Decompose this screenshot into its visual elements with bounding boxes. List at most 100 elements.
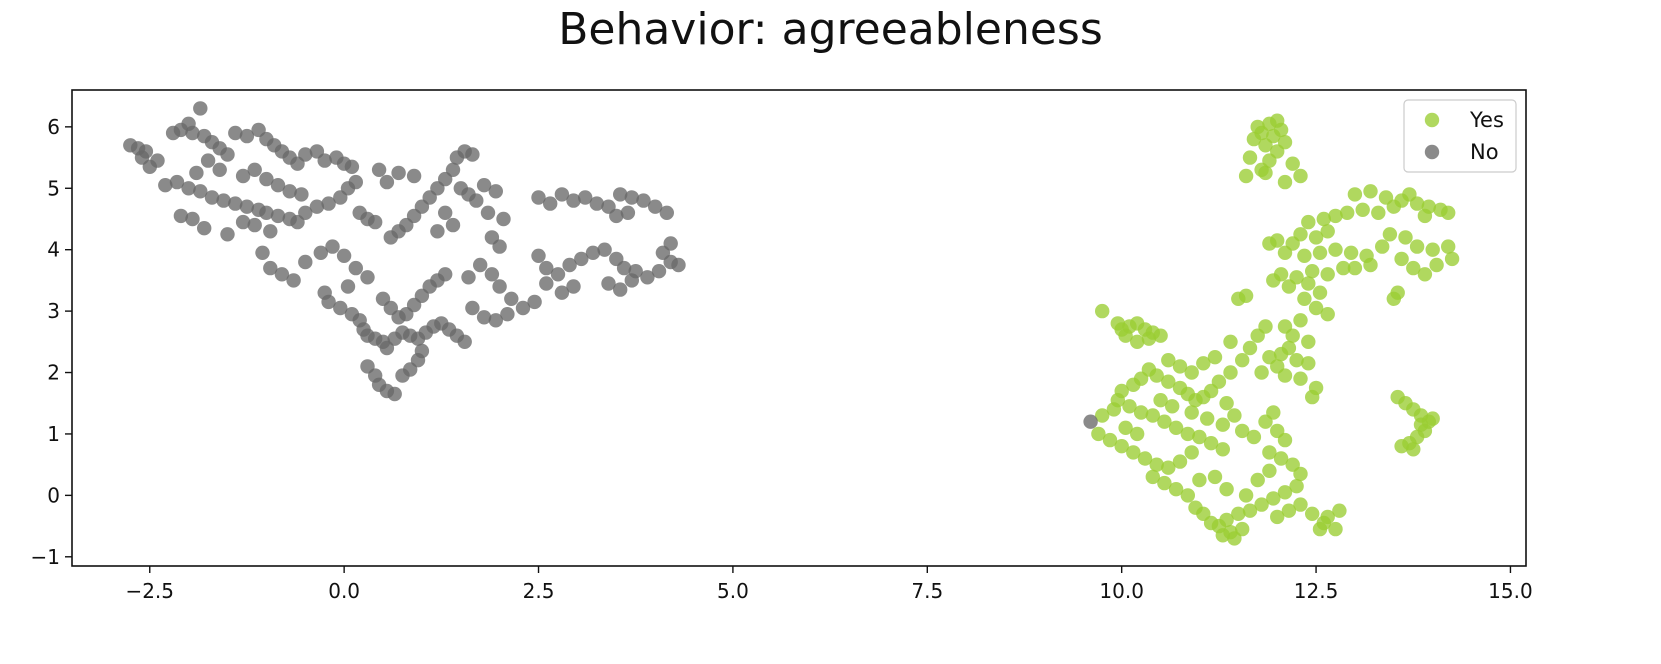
data-point-no-73: [321, 294, 336, 310]
data-point-yes-115: [1180, 426, 1196, 442]
data-point-yes-120: [1172, 454, 1188, 469]
data-point-no-142: [515, 300, 531, 316]
data-point-no-51: [220, 227, 235, 242]
y-tick-label: 2: [47, 361, 60, 385]
data-point-no-135: [352, 205, 367, 220]
data-point-no-163: [539, 260, 554, 276]
data-point-no-47: [348, 174, 363, 190]
data-point-yes-16: [1277, 174, 1293, 190]
data-point-no-173: [651, 264, 667, 279]
data-point-no-35: [228, 196, 243, 211]
data-point-yes-35: [1320, 224, 1335, 239]
data-point-yes-26: [1441, 205, 1456, 220]
data-point-no-43: [309, 199, 325, 214]
data-point-yes-182: [1219, 482, 1234, 497]
data-point-yes-8: [1250, 119, 1265, 135]
data-point-no-162: [531, 248, 546, 263]
data-point-yes-129: [1106, 402, 1122, 417]
points-layer: [123, 101, 1460, 546]
data-point-yes-117: [1203, 436, 1219, 451]
data-point-yes-137: [1153, 328, 1168, 343]
legend-marker-yes: [1424, 112, 1440, 128]
data-point-no-128: [445, 217, 461, 233]
data-point-no-129: [430, 224, 445, 239]
data-point-yes-161: [1289, 479, 1304, 494]
data-point-yes-25: [1417, 208, 1433, 224]
data-point-no-172: [640, 270, 655, 285]
x-tick-label: −2.5: [125, 579, 174, 603]
data-point-yes-126: [1102, 432, 1118, 448]
data-point-no-69: [313, 245, 328, 260]
data-point-yes-27: [1402, 187, 1417, 202]
data-point-yes-181: [1207, 469, 1223, 485]
data-point-no-58: [270, 178, 286, 193]
data-point-yes-195: [1200, 411, 1215, 426]
data-point-yes-29: [1371, 205, 1386, 220]
data-point-yes-178: [1157, 475, 1172, 491]
x-tick-label: 7.5: [911, 579, 943, 603]
data-point-no-109: [438, 267, 453, 282]
data-point-yes-145: [1184, 365, 1199, 380]
data-point-no-64: [255, 245, 270, 260]
data-point-yes-58: [1297, 291, 1312, 306]
data-point-yes-48: [1347, 260, 1363, 276]
data-point-yes-72: [1277, 368, 1293, 383]
data-point-yes-66: [1273, 346, 1289, 362]
data-point-yes-12: [1285, 156, 1300, 171]
data-point-yes-165: [1242, 503, 1258, 518]
data-point-yes-54: [1266, 273, 1281, 288]
data-point-no-29: [158, 178, 173, 193]
x-tick-label: 5.0: [717, 579, 749, 603]
data-point-yes-56: [1301, 276, 1316, 291]
x-tick-label: 12.5: [1294, 579, 1339, 603]
data-point-no-32: [193, 184, 208, 199]
data-point-yes-33: [1316, 211, 1332, 227]
data-point-no-118: [445, 162, 461, 177]
data-point-yes-177: [1168, 482, 1184, 497]
data-point-yes-94: [1223, 334, 1238, 349]
data-point-yes-63: [1285, 328, 1300, 343]
data-point-no-148: [531, 190, 546, 205]
data-point-yes-130: [1118, 420, 1133, 435]
data-point-no-145: [476, 310, 492, 325]
data-point-yes-197: [1165, 399, 1180, 414]
data-point-yes-59: [1308, 300, 1324, 316]
data-point-yes-183: [1238, 488, 1254, 503]
data-point-yes-28: [1386, 199, 1402, 214]
data-point-no-191: [1083, 414, 1098, 429]
data-point-yes-61: [1293, 313, 1308, 328]
data-point-yes-76: [1382, 227, 1398, 242]
data-point-no-182: [566, 279, 581, 294]
data-point-yes-146: [1196, 356, 1211, 371]
data-point-yes-186: [1270, 509, 1285, 525]
data-point-no-56: [247, 162, 262, 177]
data-point-no-167: [585, 245, 601, 260]
data-point-no-180: [624, 273, 639, 288]
data-point-no-175: [671, 257, 686, 273]
data-point-yes-188: [1293, 497, 1308, 512]
data-point-yes-194: [1312, 521, 1328, 537]
data-point-yes-42: [1297, 248, 1312, 263]
data-point-yes-6: [1266, 128, 1281, 144]
data-point-yes-103: [1161, 374, 1176, 389]
data-point-no-55: [235, 168, 251, 184]
data-point-yes-80: [1441, 239, 1456, 254]
data-point-yes-79: [1425, 242, 1440, 257]
data-point-yes-209: [1413, 417, 1429, 432]
data-point-no-33: [204, 190, 220, 205]
data-point-no-68: [298, 254, 313, 270]
data-point-no-150: [554, 187, 570, 202]
data-point-yes-185: [1262, 463, 1277, 478]
data-point-yes-151: [1235, 423, 1250, 439]
data-point-no-30: [169, 174, 185, 190]
data-point-no-179: [613, 282, 628, 297]
data-point-no-151: [566, 193, 581, 208]
data-point-yes-78: [1409, 239, 1425, 254]
data-point-yes-207: [1394, 439, 1409, 454]
ticks-layer: −2.5 0.0 2.5 5.0 7.5 10.0 12.5 15.0 −1 0 1 2 3 4 5 6: [31, 115, 1533, 603]
data-point-yes-125: [1114, 439, 1129, 454]
data-point-yes-81: [1444, 251, 1460, 267]
y-tick-label: 4: [47, 238, 60, 262]
data-point-no-5: [150, 153, 165, 168]
